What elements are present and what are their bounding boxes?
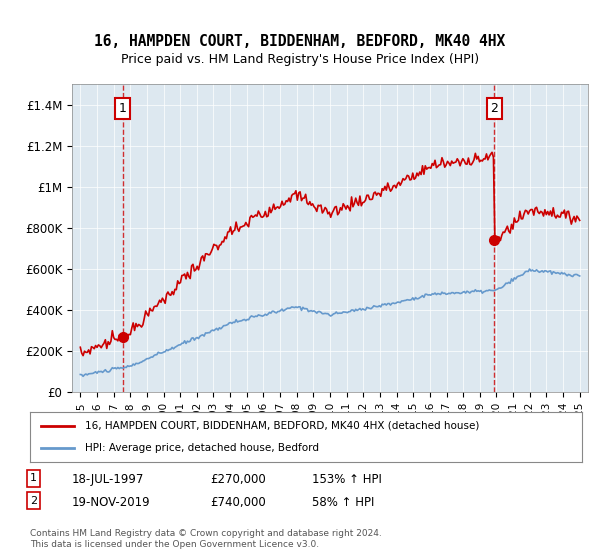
Text: Contains HM Land Registry data © Crown copyright and database right 2024.
This d: Contains HM Land Registry data © Crown c… (30, 529, 382, 549)
Text: 16, HAMPDEN COURT, BIDDENHAM, BEDFORD, MK40 4HX (detached house): 16, HAMPDEN COURT, BIDDENHAM, BEDFORD, M… (85, 421, 479, 431)
Text: 2: 2 (30, 496, 37, 506)
Text: 1: 1 (30, 473, 37, 483)
Text: £270,000: £270,000 (210, 473, 266, 486)
Text: 18-JUL-1997: 18-JUL-1997 (72, 473, 145, 486)
Text: 58% ↑ HPI: 58% ↑ HPI (312, 496, 374, 508)
Text: £740,000: £740,000 (210, 496, 266, 508)
Text: 19-NOV-2019: 19-NOV-2019 (72, 496, 151, 508)
Text: 16, HAMPDEN COURT, BIDDENHAM, BEDFORD, MK40 4HX: 16, HAMPDEN COURT, BIDDENHAM, BEDFORD, M… (94, 34, 506, 49)
Text: HPI: Average price, detached house, Bedford: HPI: Average price, detached house, Bedf… (85, 443, 319, 453)
Text: 153% ↑ HPI: 153% ↑ HPI (312, 473, 382, 486)
Text: Price paid vs. HM Land Registry's House Price Index (HPI): Price paid vs. HM Land Registry's House … (121, 53, 479, 66)
Text: 1: 1 (119, 102, 127, 115)
Text: 2: 2 (491, 102, 499, 115)
